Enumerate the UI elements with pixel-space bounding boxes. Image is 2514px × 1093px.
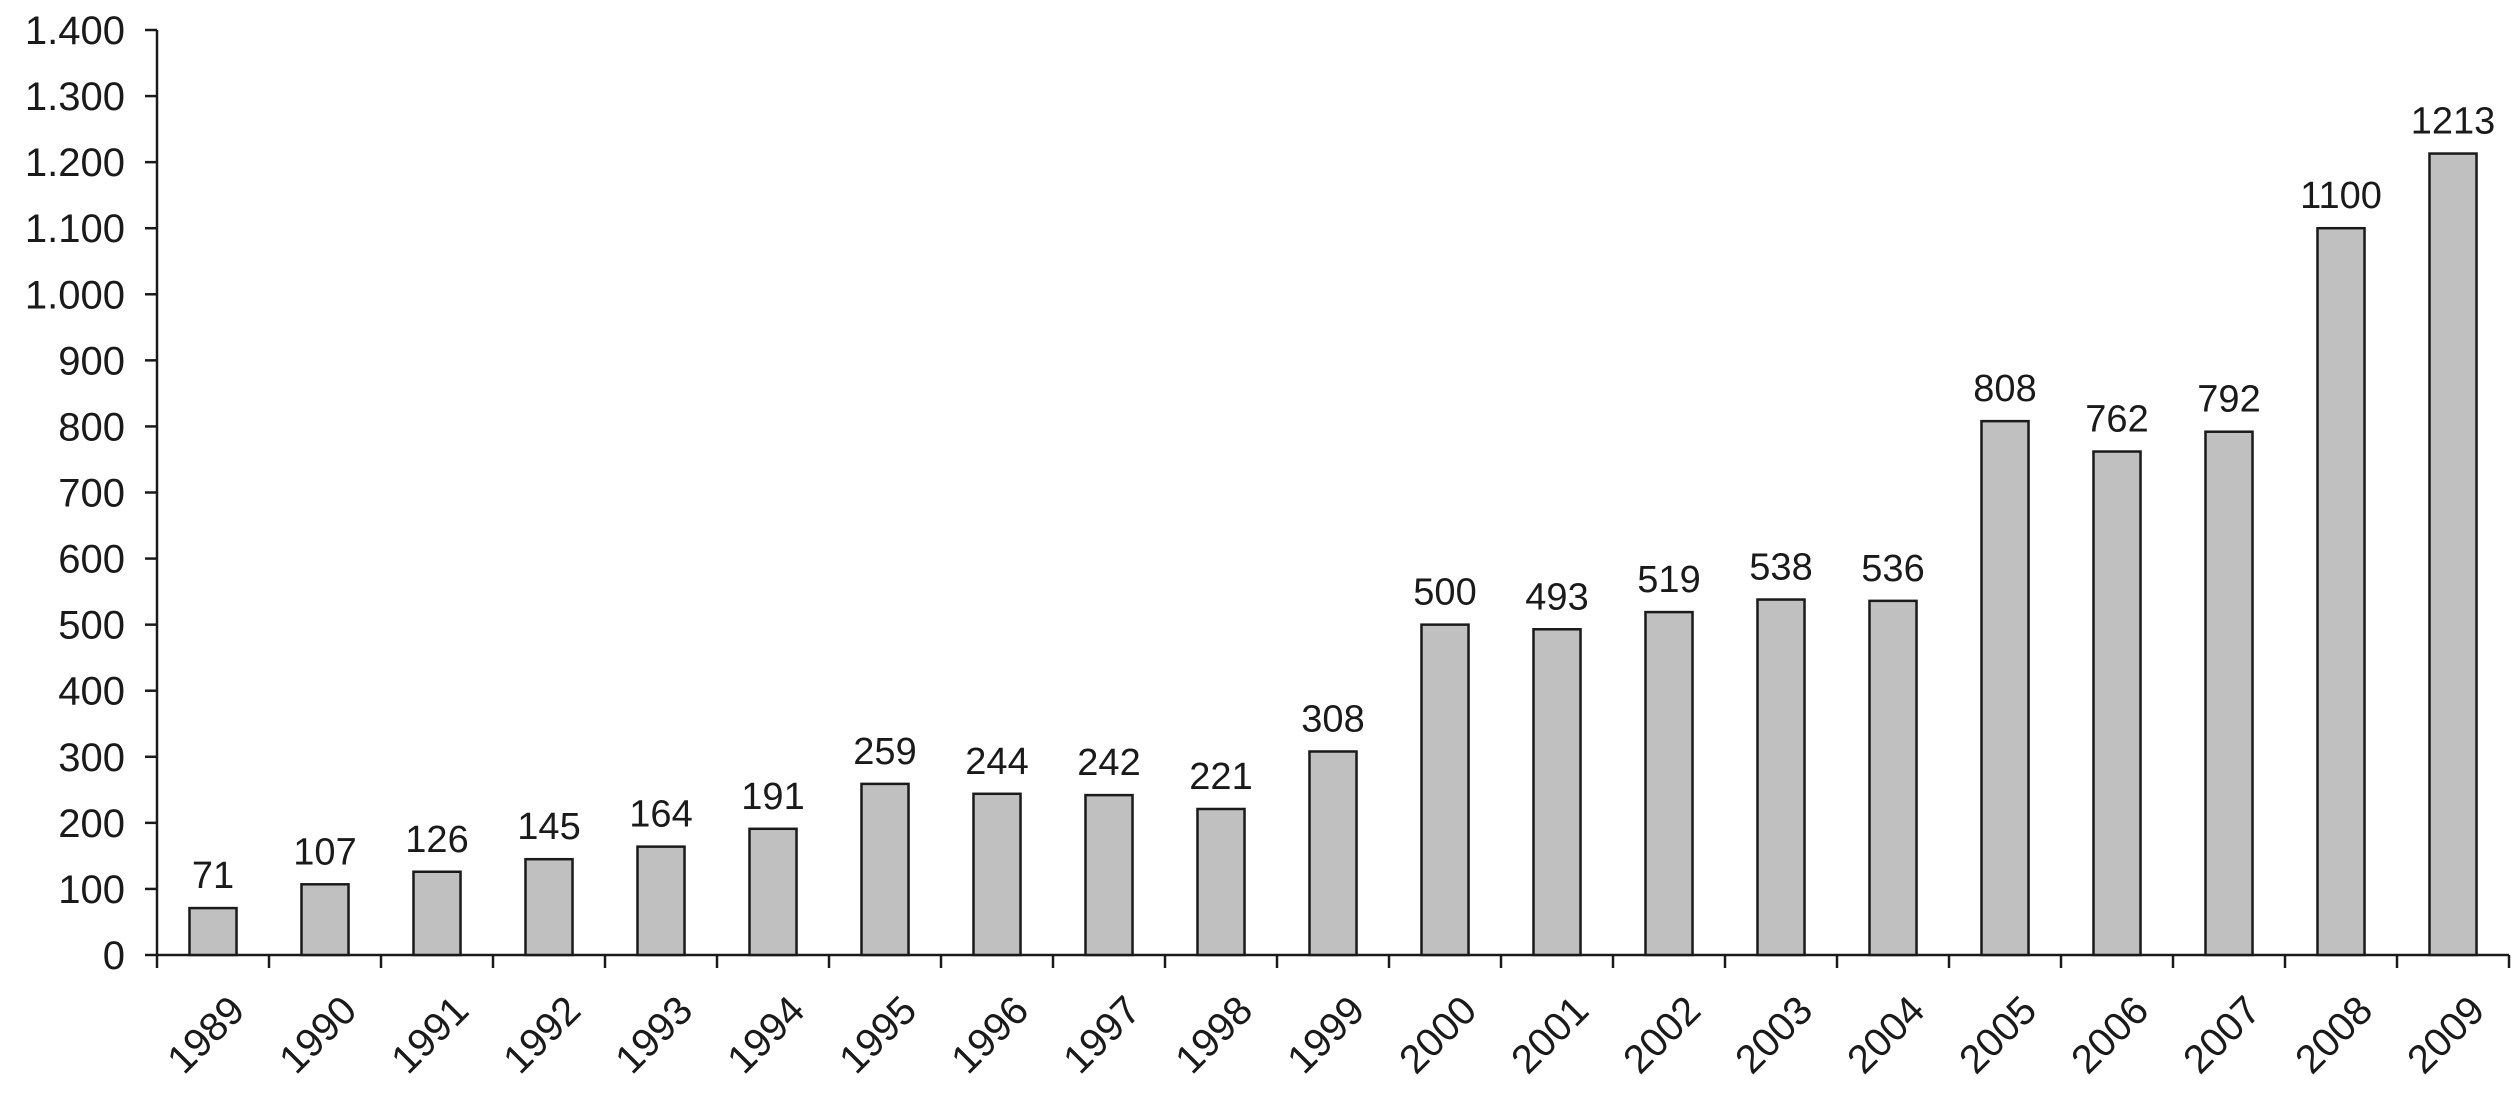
data-label-2004: 536 [1861, 548, 1924, 590]
x-tick-label-2001: 2001 [1503, 988, 1597, 1082]
bar-1990 [300, 883, 350, 957]
x-tick-label-2008: 2008 [2287, 988, 2381, 1082]
y-tick-label: 400 [58, 670, 125, 714]
x-tick-label-1996: 1996 [943, 988, 1037, 1082]
x-tick-label-2007: 2007 [2175, 988, 2269, 1082]
y-tick-label: 700 [58, 472, 125, 516]
data-labels: 71 107 126 145 164 191 259 244 242 221 308 500 493 51… [192, 101, 2495, 898]
bar-1991 [412, 870, 462, 957]
data-label-2006: 762 [2085, 399, 2148, 441]
data-label-1989: 71 [192, 855, 234, 897]
y-tick-label: 1.400 [25, 9, 125, 53]
x-tick-label-1990: 1990 [271, 988, 365, 1082]
y-tick-label: 100 [58, 868, 125, 912]
x-tick-label-2009: 2009 [2399, 988, 2493, 1082]
data-label-1999: 308 [1301, 699, 1364, 741]
y-tick-label: 1.100 [25, 207, 125, 251]
bar-2007 [2204, 430, 2254, 957]
bar-1993 [636, 845, 686, 957]
y-tick-label: 1.200 [25, 141, 125, 185]
bar-2001 [1532, 628, 1582, 957]
bar-2006 [2092, 450, 2142, 957]
data-label-1995: 259 [853, 731, 916, 773]
y-tick-label: 1.300 [25, 75, 125, 119]
data-label-1992: 145 [517, 806, 580, 848]
bars [188, 152, 2478, 957]
y-tick-label: 1.000 [25, 273, 125, 317]
bar-1997 [1084, 793, 1134, 957]
y-tick-label: 300 [58, 736, 125, 780]
data-label-1998: 221 [1189, 756, 1252, 798]
x-tick-label-1989: 1989 [159, 988, 253, 1082]
bar-2004 [1868, 599, 1918, 957]
bar-1994 [748, 827, 798, 957]
x-tick-label-2002: 2002 [1615, 988, 1709, 1082]
x-tick-label-2006: 2006 [2063, 988, 2157, 1082]
data-label-1997: 242 [1077, 742, 1140, 784]
x-tick-label-1991: 1991 [383, 988, 477, 1082]
x-tick-label-1998: 1998 [1167, 988, 1261, 1082]
y-tick-label: 500 [58, 604, 125, 648]
data-label-1993: 164 [629, 794, 692, 836]
data-label-2000: 500 [1413, 572, 1476, 614]
data-label-1991: 126 [405, 819, 468, 861]
bar-1995 [860, 782, 910, 957]
data-label-2005: 808 [1973, 368, 2036, 410]
bar-2005 [1980, 419, 2030, 957]
bar-2008 [2316, 226, 2366, 957]
x-tick-label-1994: 1994 [719, 988, 813, 1082]
x-axis: 1989 1990 1991 1992 1993 1994 1995 1996 1997 1998… [155, 953, 2511, 1082]
data-label-2003: 538 [1749, 547, 1812, 589]
x-tick-label-1999: 1999 [1279, 988, 1373, 1082]
bar-1989 [188, 906, 238, 957]
bar-2009 [2428, 152, 2478, 957]
x-tick-label-1993: 1993 [607, 988, 701, 1082]
x-tick-label-1997: 1997 [1055, 988, 1149, 1082]
data-label-1994: 191 [741, 776, 804, 818]
x-tick-label-1995: 1995 [831, 988, 925, 1082]
x-tick-label-2005: 2005 [1951, 988, 2045, 1082]
x-tick-label-2000: 2000 [1391, 988, 1485, 1082]
y-tick-label: 200 [58, 802, 125, 846]
x-tick-label-2003: 2003 [1727, 988, 1821, 1082]
bar-2002 [1644, 610, 1694, 957]
data-label-2002: 519 [1637, 559, 1700, 601]
data-label-1990: 107 [293, 831, 356, 873]
data-label-2007: 792 [2197, 379, 2260, 421]
y-tick-label: 600 [58, 538, 125, 582]
bar-1996 [972, 792, 1022, 957]
y-tick-label: 900 [58, 339, 125, 383]
data-label-2009: 1213 [2411, 101, 2496, 143]
x-tick-label-1992: 1992 [495, 988, 589, 1082]
data-label-2008: 1100 [2300, 175, 2382, 217]
y-axis: 0 100 200 300 400 500 600 700 800 900 1.000 1.100 1.… [25, 9, 159, 978]
y-tick-label: 800 [58, 405, 125, 449]
y-tick-label: 0 [103, 934, 125, 978]
x-tick-label-2004: 2004 [1839, 988, 1933, 1082]
bar-1999 [1308, 750, 1358, 957]
bar-2000 [1420, 623, 1470, 957]
bar-1998 [1196, 807, 1246, 957]
data-label-1996: 244 [965, 741, 1028, 783]
bar-2003 [1756, 598, 1806, 957]
bar-1992 [524, 857, 574, 957]
data-label-2001: 493 [1525, 576, 1588, 618]
